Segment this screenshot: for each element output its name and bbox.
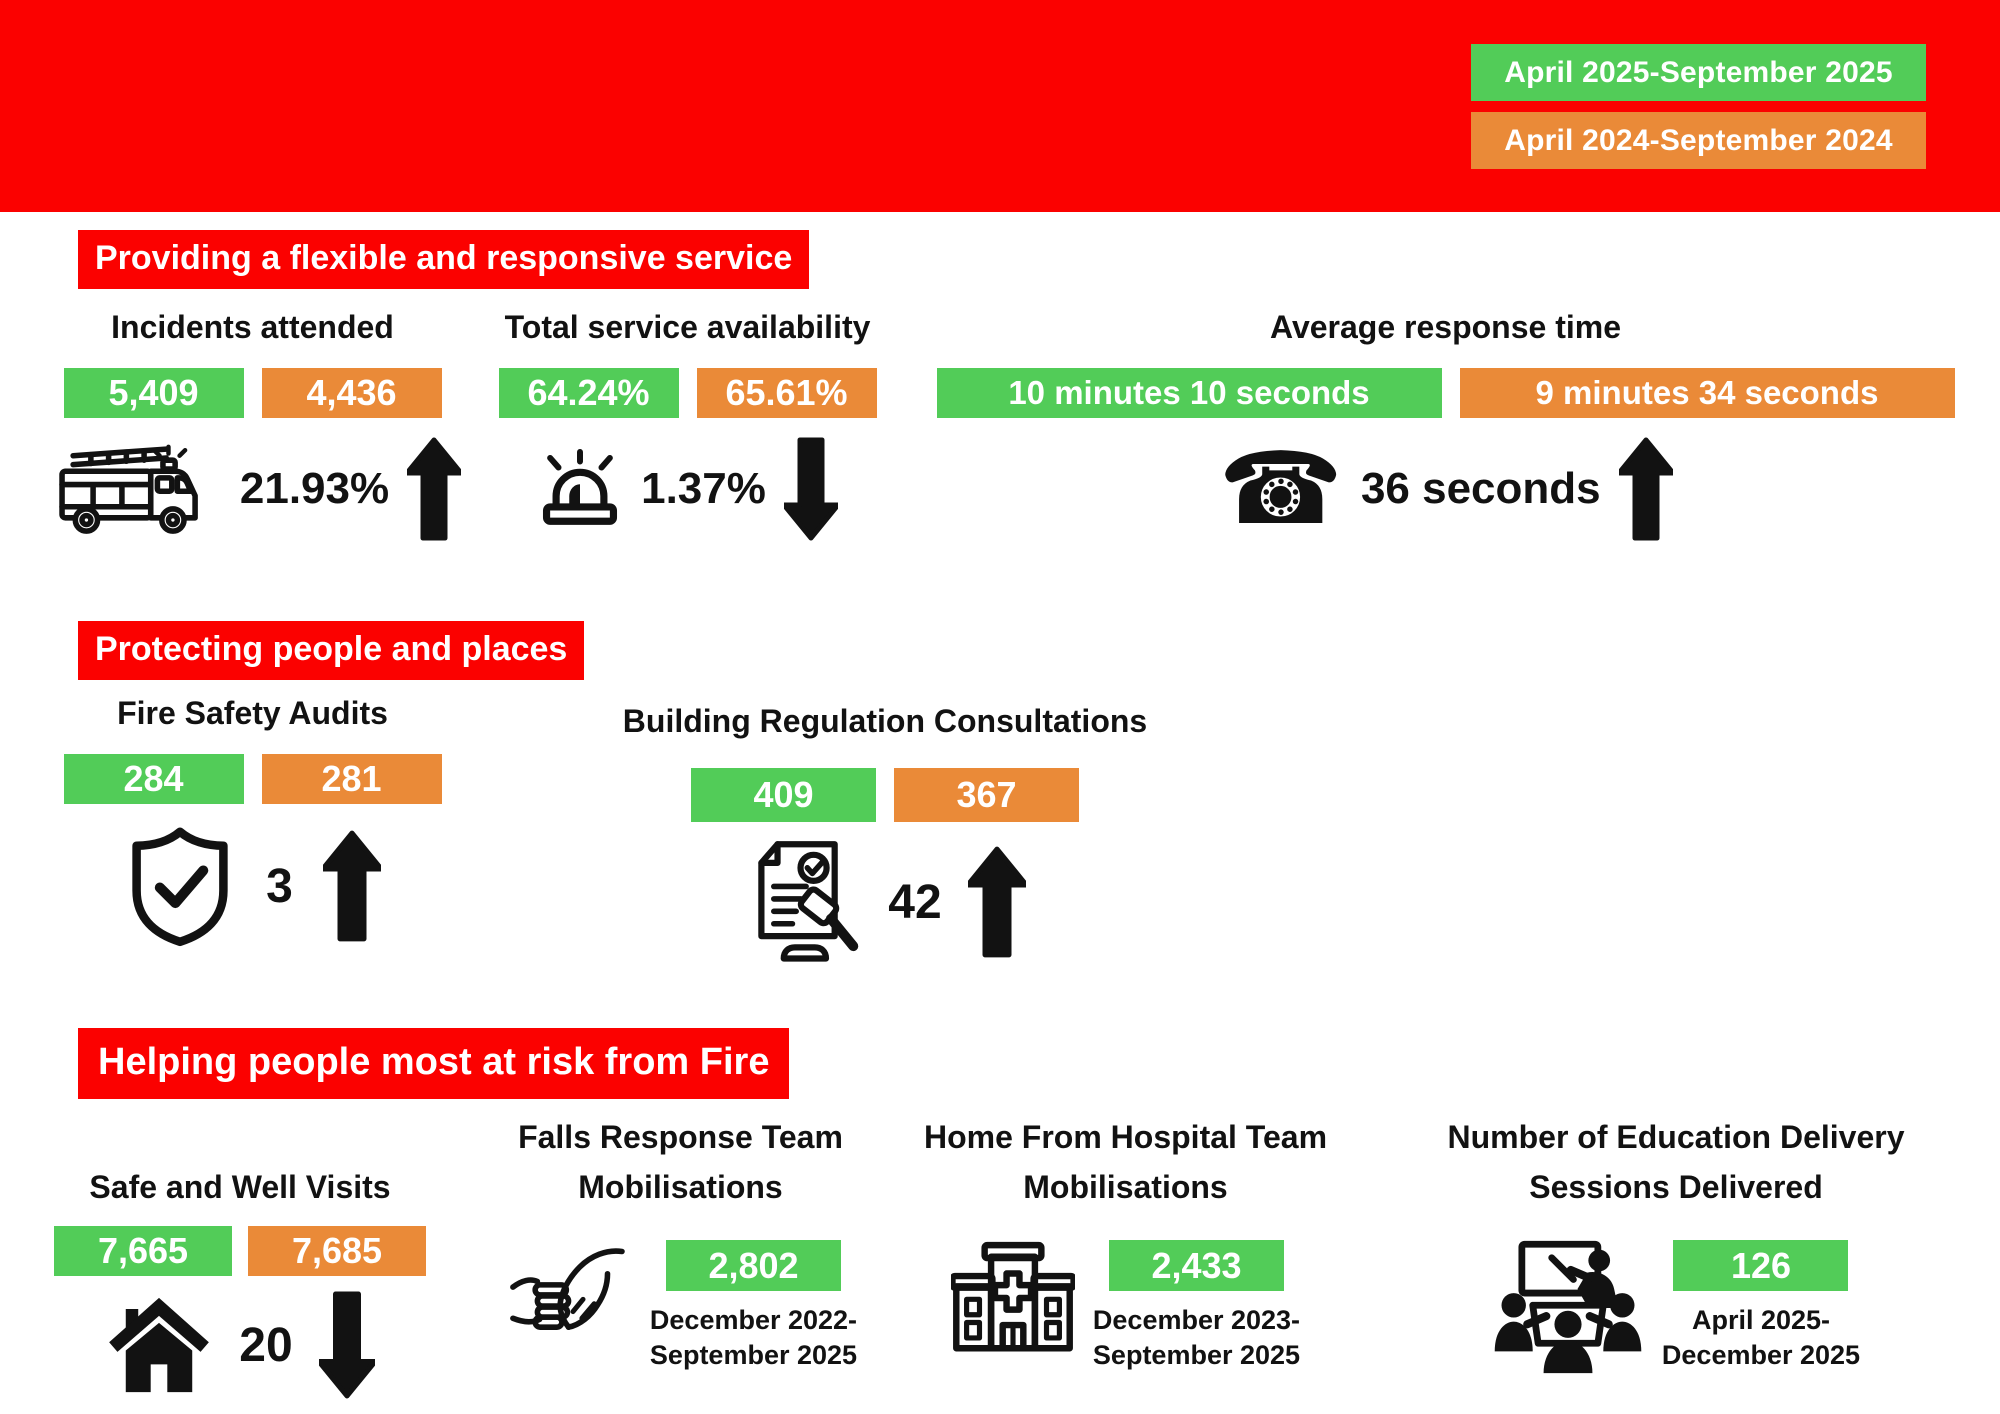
stat-home-from-hospital-team: Home From Hospital Team Mobilisations [898,1112,1353,1373]
stat-detail-row: 1.37% [537,436,838,542]
current-value-badge: 5,409 [63,368,244,418]
trend-down-arrow-icon [783,436,838,542]
trend-down-arrow-icon [318,1290,375,1400]
stat-falls-response-team: Falls Response Team Mobilisations 2,80 [468,1112,893,1373]
change-value: 42 [888,875,942,929]
stat-fire-safety-audits: Fire Safety Audits 284 281 3 [45,688,460,948]
change-value: 36 seconds [1360,464,1601,513]
legend-current-period: April 2025-September 2025 [1471,44,1926,101]
previous-value-badge: 7,685 [248,1226,426,1276]
house-icon [105,1295,213,1395]
stat-title: Average response time [1270,309,1621,345]
stat-detail-row: 126 April 2025- December 2025 [1492,1240,1860,1376]
change-value: 21.93% [239,464,390,513]
period-line-1: December 2023- [1092,1305,1301,1335]
previous-value-badge: 281 [261,754,442,804]
value-badges: 7,665 7,685 [54,1226,426,1276]
value-badges: 10 minutes 10 seconds 9 minutes 34 secon… [936,368,1955,418]
stat-building-regulation-consultations: Building Regulation Consultations 409 36… [555,696,1215,968]
change-value: 20 [239,1318,293,1372]
stat-detail-row: 42 [744,836,1026,968]
stat-detail-row: ☎ 36 seconds [1218,430,1673,547]
period-line-1: April 2025- [1691,1305,1831,1335]
stat-detail-row: 2,433 December 2023- September 2025 [950,1240,1300,1373]
top-banner: April 2025-September 2025 April 2024-Sep… [0,0,2000,212]
current-value-badge: 64.24% [498,368,679,418]
trend-up-arrow-icon [322,827,381,945]
classroom-icon [1492,1240,1644,1376]
period-line-1: December 2022- [649,1305,858,1335]
current-value-badge: 7,665 [54,1226,232,1276]
stat-average-response-time: Average response time 10 minutes 10 seco… [928,302,1963,542]
value-badge: 2,802 [665,1240,841,1291]
stat-detail-row: 21.93% [44,436,462,542]
previous-value-badge: 367 [894,768,1079,822]
section-header-responsive-service: Providing a flexible and responsive serv… [78,230,810,289]
previous-value-badge: 65.61% [696,368,877,418]
stat-incidents-attended: Incidents attended 5,409 4,436 [44,302,462,542]
hospital-icon [950,1240,1075,1356]
stat-detail-row: 3 [124,824,381,948]
current-value-badge: 10 minutes 10 seconds [936,368,1442,418]
stat-detail-row: 2,802 December 2022- September 2025 [504,1240,857,1373]
period-line-2: September 2025 [649,1340,858,1370]
value-badges: 284 281 [63,754,442,804]
document-gavel-icon [744,836,862,968]
previous-value-badge: 9 minutes 34 seconds [1459,368,1955,418]
stat-title: Safe and Well Visits [89,1169,391,1205]
stat-title: Fire Safety Audits [117,695,388,731]
period-line-2: September 2025 [1092,1340,1301,1370]
stat-title: Incidents attended [111,309,394,345]
stat-service-availability: Total service availability 64.24% 65.61%… [480,302,895,542]
current-value-badge: 409 [691,768,876,822]
section-header-helping-people: Helping people most at risk from Fire [78,1028,790,1099]
period-caption: December 2022- September 2025 [650,1303,857,1373]
shield-check-icon [124,824,236,948]
stat-detail-row: 20 [105,1290,375,1400]
stat-safe-and-well-visits: Safe and Well Visits 7,665 7,685 20 [40,1112,440,1400]
stat-title: Falls Response Team Mobilisations [518,1119,843,1205]
value-badges: 5,409 4,436 [63,368,442,418]
stat-title: Total service availability [504,309,871,345]
value-stack: 2,433 December 2023- September 2025 [1093,1240,1300,1373]
value-badges: 409 367 [691,768,1079,822]
value-stack: 2,802 December 2022- September 2025 [650,1240,857,1373]
period-caption: April 2025- December 2025 [1662,1303,1860,1373]
trend-up-arrow-icon [967,842,1026,962]
legend-previous-period: April 2024-September 2024 [1471,112,1926,169]
previous-value-badge: 4,436 [261,368,442,418]
value-stack: 126 April 2025- December 2025 [1662,1240,1860,1373]
section-header-protecting-people: Protecting people and places [78,621,585,680]
period-line-2: December 2025 [1661,1340,1861,1370]
stat-title: Number of Education Delivery Sessions De… [1447,1119,1905,1205]
value-badges: 64.24% 65.61% [498,368,877,418]
fire-truck-icon [44,438,222,540]
stat-education-delivery-sessions: Number of Education Delivery Sessions De… [1382,1112,1970,1376]
siren-icon [537,449,623,529]
period-caption: December 2023- September 2025 [1093,1303,1300,1373]
stat-title: Building Regulation Consultations [622,703,1148,739]
trend-up-arrow-icon [407,436,462,542]
change-value: 3 [266,859,293,913]
change-value: 1.37% [641,464,766,513]
current-value-badge: 284 [63,754,244,804]
stat-title: Home From Hospital Team Mobilisations [923,1119,1328,1205]
value-badge: 2,433 [1108,1240,1284,1291]
trend-up-arrow-icon [1618,436,1673,542]
value-badge: 126 [1673,1240,1849,1291]
legend: April 2025-September 2025 April 2024-Sep… [1471,44,1926,169]
telephone-icon: ☎ [1218,430,1343,547]
handshake-icon [504,1240,632,1352]
